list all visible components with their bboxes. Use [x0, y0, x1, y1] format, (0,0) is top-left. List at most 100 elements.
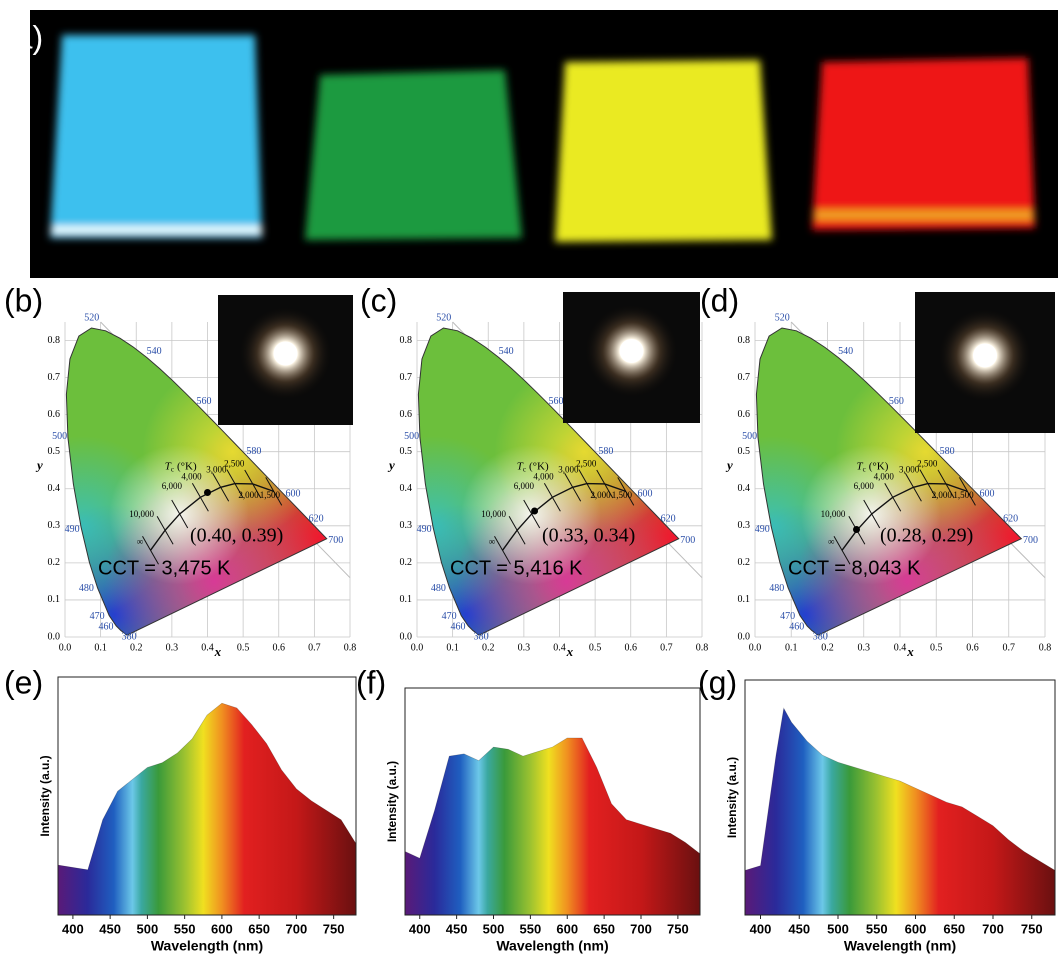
isotherm-label: 6,000: [162, 481, 183, 491]
isotherm-label: ∞: [828, 537, 834, 547]
y-axis-label: y: [725, 458, 733, 473]
x-tick-label: 0.8: [344, 642, 357, 653]
x-tick-label: 0.5: [237, 642, 250, 653]
spectrum-fill: [58, 677, 356, 915]
chromaticity-point: [531, 508, 538, 515]
chromaticity-point: [204, 489, 211, 496]
tc-label: Tc(°K): [517, 460, 549, 473]
x-tick-label: 400: [750, 921, 772, 936]
x-axis-label: Wavelength (nm): [844, 938, 956, 954]
photo-panel: (a): [4, 10, 1058, 278]
chromaticity-point: [853, 526, 860, 533]
locus-label: 380: [474, 631, 489, 642]
figure: (a) 0.00.10.20.30.40.50.60.70.80.00.10.2…: [0, 0, 1058, 960]
isotherm-label: 2,500: [917, 459, 938, 469]
x-tick-label: 500: [137, 921, 159, 936]
x-tick-label: 0.8: [1039, 642, 1052, 653]
x-tick-label: 0.3: [166, 642, 179, 653]
x-tick-label: 600: [556, 921, 578, 936]
locus-label: 560: [889, 396, 904, 407]
locus-label: 500: [404, 431, 419, 442]
x-axis-label: Wavelength (nm): [496, 938, 608, 954]
y-tick-label: 0.0: [48, 631, 61, 642]
locus-label: 600: [286, 489, 301, 500]
locus-label: 700: [328, 535, 343, 546]
x-tick-label: 600: [211, 921, 233, 936]
y-tick-label: 0.8: [48, 335, 61, 346]
x-tick-label: 500: [827, 921, 849, 936]
locus-label: 470: [780, 611, 795, 622]
tc-unit: (°K): [869, 460, 889, 472]
x-tick-label: 600: [905, 921, 927, 936]
isotherm-label: 4,000: [533, 472, 554, 482]
y-tick-label: 0.3: [738, 520, 751, 531]
locus-label: 580: [940, 446, 955, 457]
x-tick-label: 550: [866, 921, 888, 936]
blue-edge: [52, 226, 262, 234]
cct-label: CCT = 3,475 K: [98, 557, 231, 579]
isotherm-label: 10,000: [821, 509, 846, 519]
locus-label: 600: [638, 489, 653, 500]
x-tick-label: 0.7: [1003, 642, 1016, 653]
tc-unit: (°K): [529, 460, 549, 472]
x-tick-label: 0.5: [930, 642, 943, 653]
isotherm-label: 2,000: [238, 490, 259, 500]
yellow-sample: [555, 60, 772, 242]
locus-label: 700: [680, 535, 695, 546]
cie-chart: 0.00.10.20.30.40.50.60.70.80.00.10.20.30…: [700, 282, 1055, 659]
coordinate-label: (0.40, 0.39): [190, 525, 283, 547]
x-tick-label: 0.4: [201, 642, 214, 653]
y-tick-label: 0.1: [400, 594, 413, 605]
y-tick-label: 0.5: [400, 446, 413, 457]
y-axis-label: Intensity (a.u.): [385, 761, 399, 842]
blue-sample: [50, 35, 262, 238]
x-tick-label: 650: [593, 921, 615, 936]
locus-label: 380: [122, 631, 137, 642]
tc-subscript: c: [863, 465, 866, 473]
cct-label: CCT = 8,043 K: [788, 557, 921, 579]
locus-label: 480: [431, 583, 446, 594]
isotherm-label: 6,000: [854, 481, 875, 491]
y-tick-label: 0.7: [48, 372, 61, 383]
locus-label: 470: [442, 611, 457, 622]
isotherm-label: 4,000: [874, 472, 895, 482]
locus-label: 540: [147, 346, 162, 357]
locus-label: 520: [436, 313, 451, 324]
locus-label: 520: [84, 313, 99, 324]
x-tick-label: 0.6: [966, 642, 979, 653]
isotherm-label: 10,000: [481, 509, 506, 519]
y-tick-label: 0.5: [738, 446, 751, 457]
locus-label: 560: [548, 396, 563, 407]
x-tick-label: 0.0: [749, 642, 762, 653]
isotherm-label: 6,000: [514, 481, 535, 491]
x-tick-label: 700: [630, 921, 652, 936]
tc-subscript: c: [523, 465, 526, 473]
spectrum-fill: [745, 680, 1055, 915]
x-tick-label: 450: [446, 921, 468, 936]
y-tick-label: 0.2: [400, 557, 413, 568]
y-tick-label: 0.4: [400, 483, 413, 494]
y-tick-label: 0.6: [48, 409, 61, 420]
y-axis-label: Intensity (a.u.): [725, 757, 739, 838]
y-tick-label: 0.4: [48, 483, 61, 494]
x-tick-label: 0.6: [273, 642, 286, 653]
isotherm-label: 2,500: [576, 459, 597, 469]
y-tick-label: 0.3: [48, 520, 61, 531]
x-tick-label: 550: [520, 921, 542, 936]
x-tick-label: 550: [174, 921, 196, 936]
x-tick-label: 700: [982, 921, 1004, 936]
y-tick-label: 0.8: [738, 335, 751, 346]
red-edge: [815, 210, 1033, 220]
isotherm-label: 1,500: [612, 490, 633, 500]
x-tick-label: 0.1: [446, 642, 459, 653]
isotherm-label: 4,000: [181, 472, 202, 482]
y-tick-label: 0.6: [400, 409, 413, 420]
y-tick-label: 0.1: [738, 594, 751, 605]
x-tick-label: 400: [409, 921, 431, 936]
y-axis-label: Intensity (a.u.): [38, 755, 52, 836]
panel-label: (g): [698, 664, 737, 700]
x-tick-label: 700: [286, 921, 308, 936]
x-tick-label: 400: [62, 921, 84, 936]
x-tick-label: 750: [323, 921, 345, 936]
